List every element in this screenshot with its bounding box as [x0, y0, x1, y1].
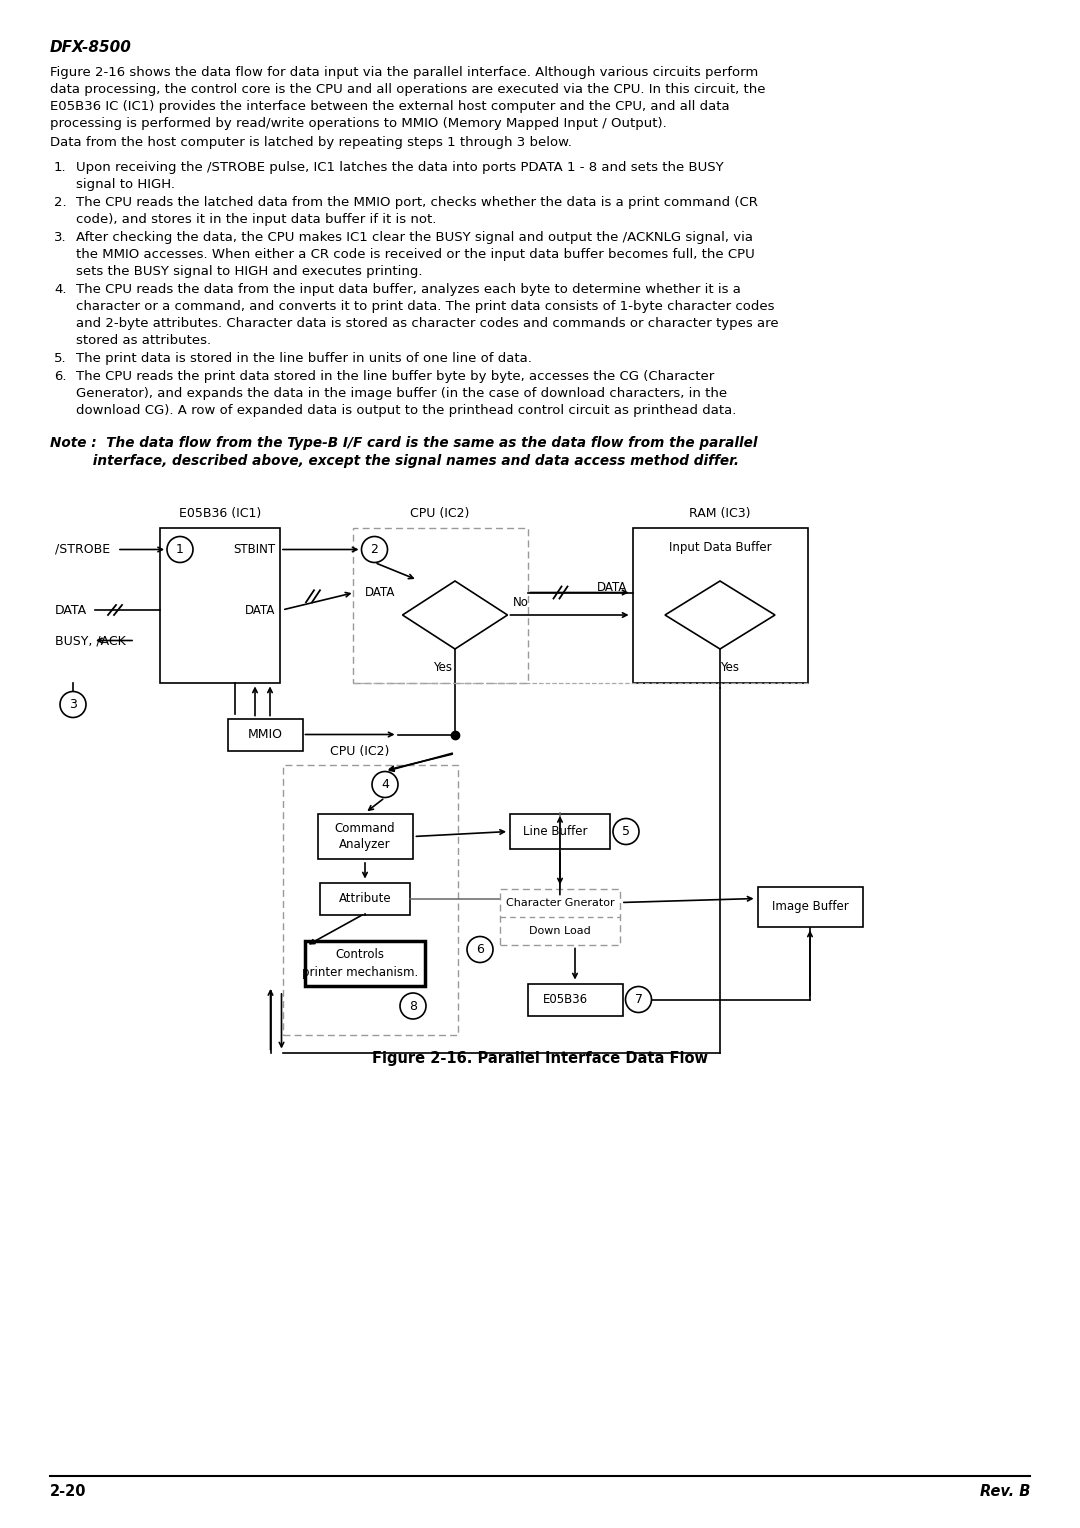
- Text: Note :  The data flow from the Type-B I/F card is the same as the data flow from: Note : The data flow from the Type-B I/F…: [50, 435, 757, 451]
- Text: Yes: Yes: [433, 662, 453, 674]
- Text: Buffer full ?: Buffer full ?: [688, 610, 753, 620]
- Text: DFX-8500: DFX-8500: [50, 40, 132, 55]
- Text: processing is performed by read/write operations to MMIO (Memory Mapped Input / : processing is performed by read/write op…: [50, 118, 666, 130]
- Text: 7: 7: [635, 993, 643, 1005]
- Circle shape: [372, 772, 399, 798]
- Text: RAM (IC3): RAM (IC3): [689, 507, 751, 520]
- Text: stored as attributes.: stored as attributes.: [76, 335, 211, 347]
- Bar: [352, 527, 527, 683]
- Text: Yes: Yes: [720, 662, 740, 674]
- Text: Character Gnerator: Character Gnerator: [505, 897, 615, 908]
- Text: Upon receiving the /STROBE pulse, IC1 latches the data into ports PDATA 1 - 8 an: Upon receiving the /STROBE pulse, IC1 la…: [76, 160, 724, 174]
- Text: character or a command, and converts it to print data. The print data consists o: character or a command, and converts it …: [76, 299, 774, 313]
- Text: STBINT: STBINT: [233, 542, 275, 556]
- Text: 4.: 4.: [54, 283, 67, 296]
- Text: 8: 8: [409, 999, 417, 1013]
- Text: DATA: DATA: [55, 604, 87, 616]
- Circle shape: [60, 692, 86, 718]
- Text: The CPU reads the data from the input data buffer, analyzes each byte to determi: The CPU reads the data from the input da…: [76, 283, 741, 296]
- Text: Figure 2-16 shows the data flow for data input via the parallel interface. Altho: Figure 2-16 shows the data flow for data…: [50, 66, 758, 79]
- Text: CR command ?: CR command ?: [413, 610, 497, 620]
- Text: Attribute: Attribute: [339, 892, 391, 905]
- Text: CPU (IC2): CPU (IC2): [330, 744, 390, 758]
- Text: 2: 2: [370, 542, 378, 556]
- Circle shape: [625, 987, 651, 1013]
- Text: Image Buffer: Image Buffer: [771, 900, 849, 914]
- Text: Input Data Buffer: Input Data Buffer: [669, 541, 771, 555]
- Text: download CG). A row of expanded data is output to the printhead control circuit : download CG). A row of expanded data is …: [76, 403, 737, 417]
- Text: 1.: 1.: [54, 160, 67, 174]
- Bar: [757, 886, 863, 926]
- Text: Figure 2-16. Parallel Interface Data Flow: Figure 2-16. Parallel Interface Data Flo…: [372, 1051, 708, 1065]
- Bar: [160, 527, 280, 683]
- Text: Down Load: Down Load: [529, 926, 591, 935]
- Circle shape: [400, 993, 426, 1019]
- Bar: [228, 718, 302, 750]
- Bar: [305, 941, 426, 986]
- Text: DATA: DATA: [365, 587, 395, 599]
- Text: Line Buffer: Line Buffer: [523, 825, 588, 837]
- Bar: [527, 984, 622, 1016]
- Text: E05B36 (IC1): E05B36 (IC1): [179, 507, 261, 520]
- Text: Rev. B: Rev. B: [980, 1484, 1030, 1499]
- Text: MMIO: MMIO: [247, 727, 283, 741]
- Text: No: No: [513, 596, 528, 610]
- Text: Generator), and expands the data in the image buffer (in the case of download ch: Generator), and expands the data in the …: [76, 387, 727, 400]
- Text: The CPU reads the latched data from the MMIO port, checks whether the data is a : The CPU reads the latched data from the …: [76, 196, 758, 209]
- Text: E05B36 IC (IC1) provides the interface between the external host computer and th: E05B36 IC (IC1) provides the interface b…: [50, 99, 730, 113]
- Text: Command: Command: [335, 822, 395, 834]
- Text: 6.: 6.: [54, 370, 67, 384]
- Circle shape: [467, 937, 492, 963]
- Text: 6: 6: [476, 943, 484, 957]
- Text: signal to HIGH.: signal to HIGH.: [76, 177, 175, 191]
- Text: Data from the host computer is latched by repeating steps 1 through 3 below.: Data from the host computer is latched b…: [50, 136, 572, 150]
- Text: The print data is stored in the line buffer in units of one line of data.: The print data is stored in the line buf…: [76, 351, 531, 365]
- Bar: [283, 764, 458, 1034]
- Text: 1: 1: [176, 542, 184, 556]
- Text: the MMIO accesses. When either a CR code is received or the input data buffer be: the MMIO accesses. When either a CR code…: [76, 248, 755, 261]
- Text: After checking the data, the CPU makes IC1 clear the BUSY signal and output the : After checking the data, the CPU makes I…: [76, 231, 753, 244]
- Text: 4: 4: [381, 778, 389, 792]
- Text: interface, described above, except the signal names and data access method diffe: interface, described above, except the s…: [50, 454, 739, 468]
- Text: sets the BUSY signal to HIGH and executes printing.: sets the BUSY signal to HIGH and execute…: [76, 264, 422, 278]
- Text: 5: 5: [622, 825, 630, 837]
- Text: data processing, the control core is the CPU and all operations are executed via: data processing, the control core is the…: [50, 83, 766, 96]
- Bar: [500, 888, 620, 944]
- Bar: [510, 814, 610, 850]
- Polygon shape: [403, 581, 508, 649]
- Circle shape: [167, 536, 193, 562]
- Text: and 2-byte attributes. Character data is stored as character codes and commands : and 2-byte attributes. Character data is…: [76, 316, 779, 330]
- Polygon shape: [665, 581, 775, 649]
- Text: 5.: 5.: [54, 351, 67, 365]
- Text: Controls: Controls: [336, 947, 384, 961]
- Text: DATA: DATA: [245, 604, 275, 616]
- Text: printer mechanism.: printer mechanism.: [302, 966, 418, 979]
- Text: CPU (IC2): CPU (IC2): [410, 507, 470, 520]
- Text: Analyzer: Analyzer: [339, 837, 391, 851]
- Circle shape: [362, 536, 388, 562]
- Bar: [633, 527, 808, 683]
- Bar: [320, 883, 410, 914]
- Text: 3.: 3.: [54, 231, 67, 244]
- Text: E05B36: E05B36: [542, 993, 588, 1005]
- Text: BUSY, /ACK: BUSY, /ACK: [55, 634, 125, 646]
- Text: DATA: DATA: [597, 581, 627, 594]
- Text: 2.: 2.: [54, 196, 67, 209]
- Text: 2-20: 2-20: [50, 1484, 86, 1499]
- Text: code), and stores it in the input data buffer if it is not.: code), and stores it in the input data b…: [76, 212, 436, 226]
- Bar: [318, 814, 413, 859]
- Text: The CPU reads the print data stored in the line buffer byte by byte, accesses th: The CPU reads the print data stored in t…: [76, 370, 714, 384]
- Text: /STROBE: /STROBE: [55, 542, 110, 556]
- Circle shape: [613, 819, 639, 845]
- Text: 3: 3: [69, 698, 77, 711]
